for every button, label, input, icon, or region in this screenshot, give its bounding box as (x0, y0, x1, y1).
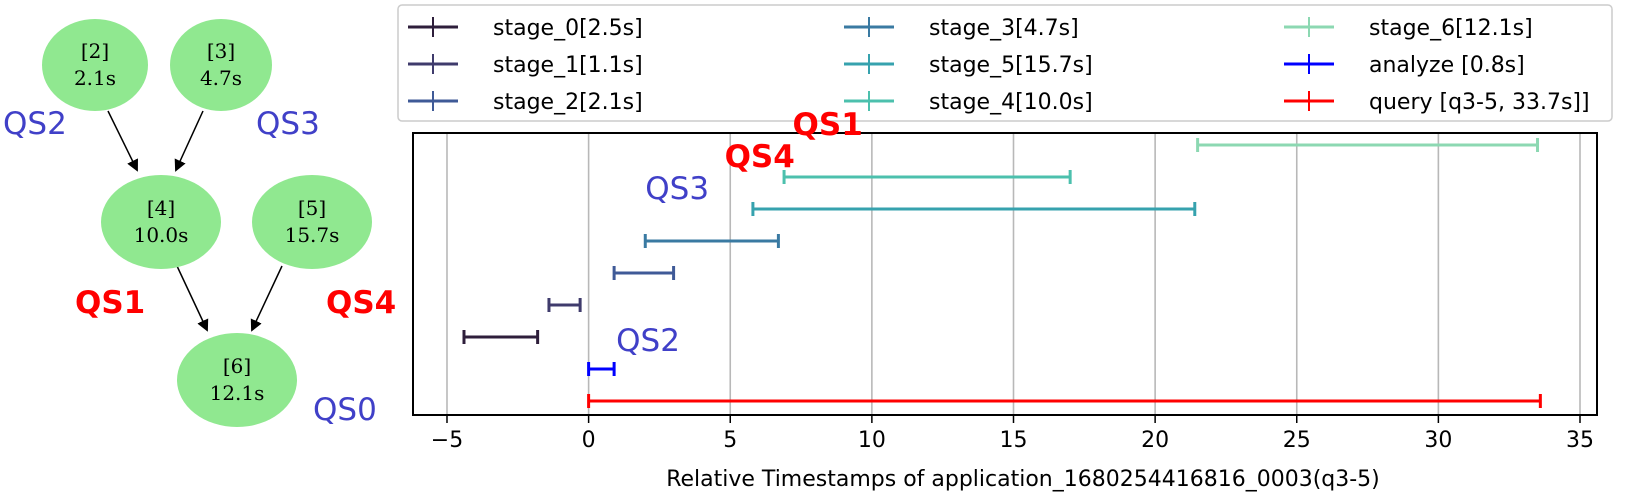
x-tick-label: 25 (1283, 428, 1311, 453)
dag-node-5: [5] 15.7s (252, 175, 372, 269)
legend-item: stage_3[4.7s] (844, 16, 1079, 41)
dag-node-shape (177, 333, 297, 427)
legend-label: stage_6[12.1s] (1369, 16, 1533, 41)
legend-label: stage_3[4.7s] (929, 16, 1079, 41)
edge-4-6 (176, 265, 209, 332)
legend-item: stage_1[1.1s] (408, 53, 643, 78)
dag-label-qs3: QS3 (256, 106, 320, 142)
dag-node-id: [2] (81, 39, 109, 63)
legend-item: query [q3-5, 33.7s]] (1284, 90, 1590, 115)
legend-item: stage_4[10.0s] (844, 90, 1093, 115)
legend-item: stage_6[12.1s] (1284, 16, 1533, 41)
edge-5-6 (250, 265, 283, 332)
interval-stage_2 (612, 266, 676, 280)
dag-label-qs0: QS0 (313, 392, 377, 428)
x-tick-label: 15 (999, 428, 1027, 453)
x-tick-label: −5 (431, 428, 463, 453)
x-tick-label: 35 (1566, 428, 1594, 453)
legend-label: analyze [0.8s] (1369, 53, 1525, 78)
dag-node-shape (252, 175, 372, 269)
x-axis-label: Relative Timestamps of application_16802… (666, 467, 1380, 492)
interval-stage_4 (782, 170, 1072, 184)
legend-label: stage_4[10.0s] (929, 90, 1093, 115)
dag-node-3: [3] 4.7s (170, 19, 272, 111)
interval-stage_1 (547, 298, 582, 312)
stage-dag: [2] 2.1s [3] 4.7s [4] 10.0s [5] 15.7s [6… (3, 19, 396, 428)
dag-node-2: [2] 2.1s (42, 19, 148, 111)
dag-node-time: 4.7s (200, 66, 242, 90)
interval-stage_0 (462, 330, 540, 344)
legend-label: stage_5[15.7s] (929, 53, 1093, 78)
edge-3-4 (174, 110, 204, 172)
legend-item: analyze [0.8s] (1284, 53, 1525, 78)
dag-node-shape (42, 19, 148, 111)
dag-node-id: [4] (147, 196, 175, 220)
interval-stage_5 (751, 202, 1197, 216)
annotation-qs4: QS4 (725, 139, 795, 175)
x-tick-label: 5 (723, 428, 737, 453)
x-tick-label: 20 (1141, 428, 1169, 453)
dag-node-time: 15.7s (285, 223, 340, 247)
dag-node-4: [4] 10.0s (101, 175, 221, 269)
interval-analyze (587, 362, 616, 376)
dag-label-qs4: QS4 (326, 285, 396, 321)
legend-label: stage_2[2.1s] (493, 90, 643, 115)
plot-frame (412, 132, 1598, 416)
dag-label-qs1: QS1 (75, 285, 145, 321)
x-tick-label: 30 (1424, 428, 1452, 453)
annotation-qs1: QS1 (793, 107, 863, 143)
dag-node-6: [6] 12.1s (177, 333, 297, 427)
dag-node-id: [5] (298, 196, 326, 220)
edge-2-4 (107, 110, 138, 172)
legend: stage_0[2.5s] stage_1[1.1s] stage_2[2.1s] s… (397, 4, 1613, 122)
dag-node-time: 2.1s (74, 66, 116, 90)
dag-node-shape (101, 175, 221, 269)
annotation-qs3: QS3 (645, 171, 709, 207)
legend-label: stage_1[1.1s] (493, 53, 643, 78)
interval-stage_6 (1196, 138, 1540, 152)
interval-stage_3 (643, 234, 780, 248)
x-tick-label: 0 (582, 428, 596, 453)
legend-item: stage_2[2.1s] (408, 90, 643, 115)
annotation-qs2: QS2 (616, 323, 680, 359)
legend-item: stage_5[15.7s] (844, 53, 1093, 78)
dag-node-id: [3] (207, 39, 235, 63)
interval-query (587, 394, 1542, 408)
dag-label-qs2: QS2 (3, 106, 67, 142)
dag-node-id: [6] (223, 354, 251, 378)
legend-label: stage_0[2.5s] (493, 16, 643, 41)
x-tick-label: 10 (858, 428, 886, 453)
dag-node-time: 12.1s (210, 381, 265, 405)
legend-item: stage_0[2.5s] (408, 16, 643, 41)
dag-node-time: 10.0s (134, 223, 189, 247)
legend-label: query [q3-5, 33.7s]] (1369, 90, 1590, 115)
dag-node-shape (170, 19, 272, 111)
